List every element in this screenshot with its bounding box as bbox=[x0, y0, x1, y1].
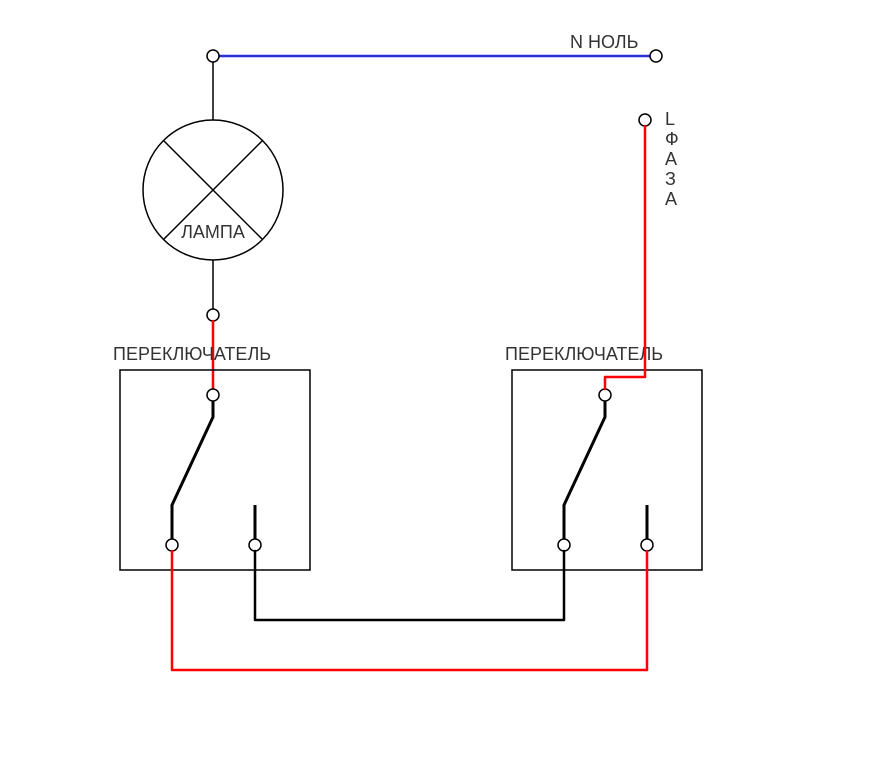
phase-word-char: Ф bbox=[665, 129, 679, 149]
phase-word-char: А bbox=[665, 189, 677, 209]
lamp-label: ЛАМПА bbox=[181, 222, 245, 242]
switch-left-common-terminal bbox=[207, 389, 219, 401]
switch-right-label: ПЕРЕКЛЮЧАТЕЛЬ bbox=[505, 344, 663, 364]
switch-left-label: ПЕРЕКЛЮЧАТЕЛЬ bbox=[113, 344, 271, 364]
traveler-wire-2 bbox=[172, 551, 647, 670]
wiring-diagram: N НОЛЬЛАМПАПЕРЕКЛЮЧАТЕЛЬПЕРЕКЛЮЧАТЕЛЬLФА… bbox=[0, 0, 880, 768]
switch-right-out1-terminal bbox=[558, 539, 570, 551]
switch-left-lever bbox=[172, 417, 213, 505]
phase-letter-label: L bbox=[665, 109, 675, 129]
traveler-wire-1 bbox=[255, 551, 564, 620]
neutral-terminal-right bbox=[650, 50, 662, 62]
lamp-bottom-terminal bbox=[207, 309, 219, 321]
neutral-label: N НОЛЬ bbox=[570, 32, 638, 52]
switch-right-lever bbox=[564, 417, 605, 505]
phase-word-char: А bbox=[665, 149, 677, 169]
switch-right-common-terminal bbox=[599, 389, 611, 401]
phase-word-char: З bbox=[665, 169, 676, 189]
switch-left-out2-terminal bbox=[249, 539, 261, 551]
neutral-terminal-left bbox=[207, 50, 219, 62]
phase-terminal bbox=[639, 114, 651, 126]
switch-right-out2-terminal bbox=[641, 539, 653, 551]
switch-left-out1-terminal bbox=[166, 539, 178, 551]
